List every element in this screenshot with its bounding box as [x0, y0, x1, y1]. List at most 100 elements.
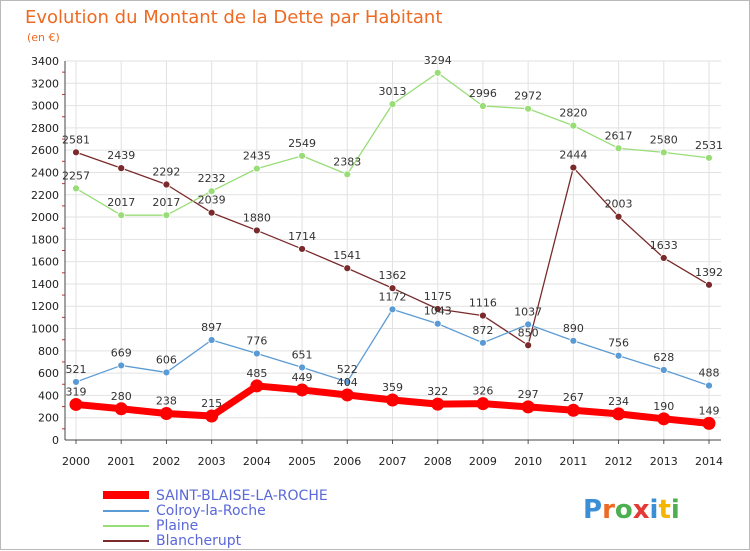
data-label: 2257	[62, 169, 90, 182]
data-label: 322	[427, 385, 448, 398]
data-point	[479, 338, 487, 347]
data-point	[433, 319, 442, 328]
data-label: 215	[201, 397, 222, 410]
logo-text: Proxiti	[583, 495, 680, 525]
data-label: 2581	[62, 133, 90, 146]
y-tick-label: 2600	[31, 144, 59, 157]
data-point	[72, 378, 80, 386]
data-point	[298, 245, 306, 253]
data-labels: 319 280 238 215 485 449 404 359 322 326 297 267 234 1…	[62, 54, 723, 418]
y-tick-label: 2400	[31, 166, 59, 179]
data-label: 890	[563, 322, 584, 335]
y-tick-label: 1200	[31, 300, 59, 313]
data-label: 1043	[424, 305, 452, 318]
x-tick-label: 2013	[650, 455, 678, 468]
x-tick-label: 2011	[559, 455, 587, 468]
legend-entry-plaine: Plaine	[156, 518, 198, 534]
data-point	[614, 351, 623, 360]
data-label: 651	[292, 348, 313, 361]
data-label: 628	[653, 351, 674, 364]
data-label: 1116	[469, 297, 497, 310]
data-label: 1633	[650, 239, 678, 252]
data-label: 522	[337, 363, 358, 376]
data-point	[162, 180, 171, 189]
x-tick-label: 2006	[333, 455, 361, 468]
legend-entry-blancherupt: Blancherupt	[156, 533, 242, 549]
data-label: 149	[699, 404, 720, 417]
legend-entry-saint-blaise: SAINT-BLAISE-LA-ROCHE	[156, 488, 328, 504]
data-point	[614, 212, 623, 221]
data-point	[298, 363, 306, 372]
data-point	[207, 208, 216, 217]
data-label: 2017	[152, 196, 180, 209]
data-label: 2820	[559, 107, 587, 120]
x-tick-label: 2000	[62, 455, 90, 468]
data-label: 404	[337, 376, 358, 389]
data-label: 2617	[605, 129, 633, 142]
data-point	[72, 148, 80, 157]
data-point	[431, 397, 445, 411]
y-tick-label: 1800	[31, 233, 59, 246]
data-label: 190	[653, 400, 674, 413]
x-tick-labels: 2000 2001 2002 2003 2004 2005 2006 2007 2008 2009…	[62, 455, 723, 468]
data-label: 2435	[243, 150, 271, 163]
data-label: 2003	[605, 198, 633, 211]
data-point	[566, 403, 580, 417]
data-point	[479, 102, 487, 110]
x-tick-label: 2004	[243, 455, 271, 468]
data-label: 3013	[379, 85, 407, 98]
data-point	[340, 388, 354, 402]
data-label: 1714	[288, 230, 316, 243]
data-point	[343, 377, 352, 386]
data-point	[207, 336, 216, 344]
data-label: 1362	[379, 269, 407, 282]
chart-subtitle: (en €)	[27, 31, 60, 44]
data-label: 359	[382, 381, 403, 394]
data-label: 234	[608, 395, 629, 408]
data-point	[659, 148, 668, 157]
x-tick-label: 2014	[695, 455, 723, 468]
data-point	[657, 412, 671, 426]
data-label: 2017	[107, 196, 135, 209]
data-label: 2039	[198, 194, 226, 207]
data-point	[386, 393, 399, 407]
x-tick-label: 2001	[107, 455, 135, 468]
data-point	[524, 341, 533, 350]
legend: SAINT-BLAISE-LA-ROCHE Colroy-la-Roche Pl…	[103, 488, 328, 549]
data-label: 319	[66, 385, 87, 398]
data-point	[433, 68, 442, 77]
x-tick-label: 2008	[424, 455, 452, 468]
y-tick-label: 0	[52, 434, 59, 447]
data-point	[569, 336, 578, 345]
data-label: 2383	[333, 155, 361, 168]
data-point	[388, 284, 397, 293]
data-label: 850	[518, 326, 539, 339]
gridlines	[65, 60, 721, 441]
data-point	[476, 397, 490, 411]
x-tick-label: 2009	[469, 455, 497, 468]
proxiti-logo: Proxiti	[583, 495, 680, 525]
data-point	[479, 311, 487, 320]
data-label: 1172	[379, 290, 407, 303]
data-point	[612, 407, 626, 421]
data-label: 485	[246, 367, 267, 380]
y-tick-label: 800	[38, 345, 59, 358]
x-tick-label: 2002	[152, 455, 180, 468]
data-point	[521, 400, 535, 414]
data-label: 449	[292, 371, 313, 384]
data-point	[569, 163, 578, 172]
data-label: 669	[111, 346, 132, 359]
data-point	[114, 402, 128, 416]
x-tick-label: 2005	[288, 455, 316, 468]
data-label: 2580	[650, 133, 678, 146]
data-point	[705, 381, 713, 390]
data-label: 897	[201, 321, 222, 334]
y-tick-label: 3400	[31, 55, 59, 68]
data-point	[659, 254, 668, 262]
data-point	[72, 184, 80, 193]
data-label: 2439	[107, 149, 135, 162]
data-point	[702, 416, 716, 430]
data-point	[252, 226, 261, 235]
data-point	[207, 187, 216, 196]
